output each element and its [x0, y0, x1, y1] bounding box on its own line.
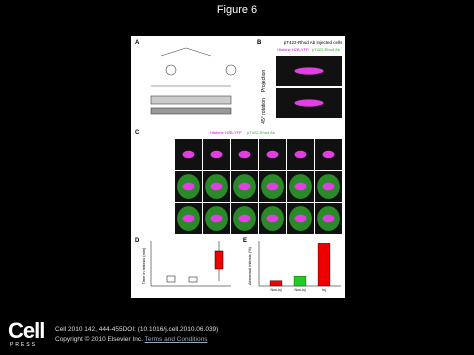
chromatin	[266, 214, 279, 223]
chromatin	[266, 150, 279, 159]
chromatin	[294, 67, 324, 75]
panel-label: D	[135, 238, 140, 244]
panel-label: C	[135, 130, 140, 136]
micrograph	[315, 139, 342, 170]
logo-sub: PRESS	[10, 342, 37, 348]
row-label: Projection	[261, 70, 267, 92]
chromatin	[210, 214, 223, 223]
axis-label: Abnormal mitosis (%)	[247, 246, 252, 285]
x-tick-label: Non-inj	[270, 288, 281, 292]
axis-label: Time in mitosis (min)	[141, 247, 146, 284]
legend-label: Histone H2B-YFP	[277, 47, 309, 52]
bar	[293, 275, 307, 287]
legend-label: Histone H2B-YFP	[210, 130, 242, 135]
legend-label: pT422-Rhod Ab	[312, 47, 341, 52]
panel-label: B	[257, 40, 262, 46]
micrograph	[231, 171, 258, 202]
micrograph	[231, 203, 258, 234]
bar	[269, 280, 283, 287]
diagram	[150, 47, 237, 115]
chromatin	[266, 182, 279, 191]
chromatin	[322, 182, 335, 191]
micrograph	[287, 139, 314, 170]
copyright: Copyright © 2010 Elsevier Inc.	[55, 336, 143, 343]
bar-chart: Non-inj Non-inj Inj	[258, 241, 341, 292]
micrograph	[203, 203, 230, 234]
chromatin	[182, 182, 195, 191]
micrograph	[175, 203, 202, 234]
legend-label: pT422-Rhod Ab	[247, 130, 276, 135]
micrograph	[287, 171, 314, 202]
micrograph	[231, 139, 258, 170]
chromatin	[322, 150, 335, 159]
box-plot	[150, 241, 231, 287]
panel-label: E	[243, 238, 247, 244]
chromatin	[238, 150, 251, 159]
chromatin	[182, 214, 195, 223]
citation: Cell 2010 142, 444-455DOI: (10.1016/j.ce…	[55, 326, 219, 333]
chromatin	[238, 214, 251, 223]
micrograph	[259, 203, 286, 234]
terms-link[interactable]: Terms and Conditions	[144, 336, 208, 343]
micrograph	[203, 171, 230, 202]
logo: Cell	[8, 318, 45, 343]
chromatin	[182, 150, 195, 159]
chromatin	[238, 182, 251, 191]
bar	[317, 243, 331, 287]
chromatin	[294, 150, 307, 159]
chromatin	[294, 182, 307, 191]
micrograph	[175, 139, 202, 170]
x-tick-label: Non-inj	[294, 288, 305, 292]
micrograph	[276, 88, 342, 118]
micrograph	[315, 203, 342, 234]
chromatin	[210, 150, 223, 159]
x-tick-label: Inj	[322, 288, 326, 292]
micrograph	[259, 139, 286, 170]
chromatin	[210, 182, 223, 191]
chromatin	[322, 214, 335, 223]
micrograph	[287, 203, 314, 234]
chromatin	[294, 99, 324, 107]
panel-title: pT422-Rhod Ab injected cells	[284, 40, 343, 45]
micrograph	[276, 56, 342, 86]
row-label: 45° rotation	[261, 98, 267, 124]
copyright-line: Copyright © 2010 Elsevier Inc. Terms and…	[55, 336, 207, 343]
panel-label: A	[135, 40, 140, 46]
micrograph	[175, 171, 202, 202]
figure: A B C D E pT422-Rhod Ab injected cells H…	[131, 36, 345, 298]
slide-title: Figure 6	[216, 4, 258, 16]
chromatin	[294, 214, 307, 223]
micrograph	[203, 139, 230, 170]
micrograph	[259, 171, 286, 202]
micrograph	[315, 171, 342, 202]
